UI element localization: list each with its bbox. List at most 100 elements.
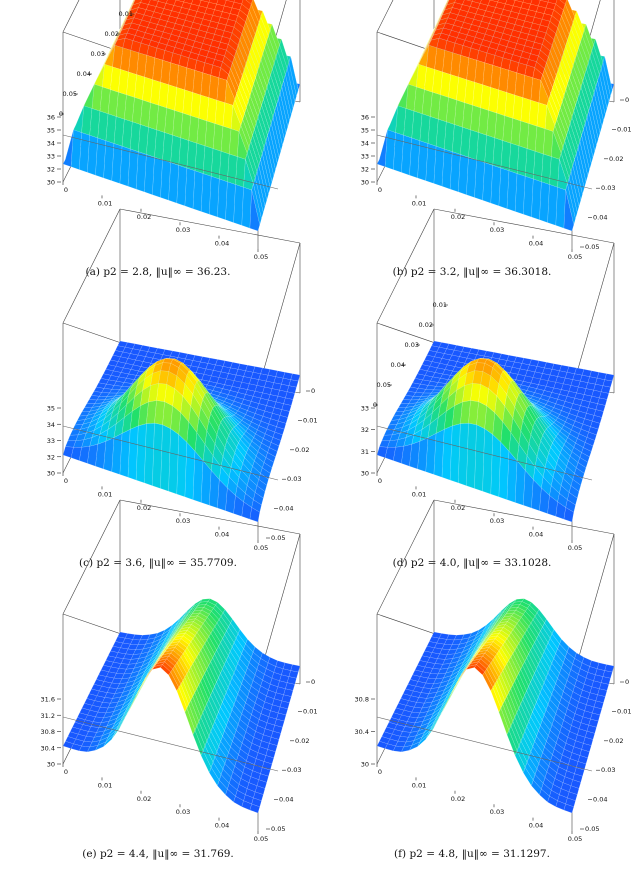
caption-c: (c) p2 = 3.6, ‖u‖∞ = 35.7709. — [8, 557, 308, 569]
front-tick-label: 0 — [64, 768, 68, 776]
side-tick-label: 0.02 — [419, 321, 433, 329]
side-tick-label: 0.04 — [279, 505, 293, 513]
z-tick-label: 32 — [361, 166, 369, 174]
z-tick-label: 30 — [361, 179, 369, 187]
z-tick-label: 30.8 — [41, 728, 55, 736]
side-tick-label: 0.03 — [287, 475, 301, 483]
front-tick-label: 0.03 — [490, 517, 504, 525]
front-tick-label: 0.04 — [215, 240, 229, 248]
side-tick-label: 0.05 — [271, 534, 285, 542]
front-tick-label: 0.01 — [412, 490, 426, 498]
front-tick-label: 0 — [64, 477, 68, 485]
front-tick-label: 0.05 — [568, 253, 582, 261]
front-tick-label: 0.03 — [176, 517, 190, 525]
front-tick-label: 0.05 — [568, 544, 582, 552]
z-tick-label: 30 — [361, 470, 369, 478]
z-tick-label: 33 — [47, 153, 55, 161]
front-tick-label: 0 — [378, 477, 382, 485]
z-tick-label: 36 — [361, 114, 369, 122]
front-tick-label: 0.03 — [490, 226, 504, 234]
front-tick-label: 0.01 — [412, 199, 426, 207]
front-tick-label: 0.02 — [137, 213, 151, 221]
surface-mesh — [377, 0, 614, 231]
z-tick-label: 33 — [47, 437, 55, 445]
surface-plot-f-canvas: 00.010.020.030.040.0530.830.43000.010.02… — [322, 588, 622, 846]
caption-a: (a) p2 = 2.8, ‖u‖∞ = 36.23. — [8, 266, 308, 278]
surface-plot-c-canvas: 00.010.020.030.040.05353433323000.010.02… — [8, 297, 308, 555]
z-tick-label: 34 — [361, 140, 369, 148]
front-tick-label: 0.05 — [254, 835, 268, 843]
surface-plot-e: 0 0.01 0.02 0.03 0.04 0.05 31.6 31.2 30.8 30.4 30 0… — [8, 588, 308, 873]
side-tick-label: 0.04 — [391, 361, 405, 369]
z-tick-label: 33 — [361, 405, 369, 413]
side-tick-label: 0.04 — [279, 796, 293, 804]
z-tick-label: 32 — [361, 426, 369, 434]
side-tick-label: 0.03 — [405, 341, 419, 349]
front-tick-label: 0.01 — [412, 781, 426, 789]
front-tick-label: 0.05 — [568, 835, 582, 843]
side-tick-label: 0.03 — [287, 766, 301, 774]
side-tick-label: 0.01 — [617, 125, 631, 133]
side-tick-label: 0 — [625, 678, 629, 686]
front-tick-label: 0.04 — [215, 822, 229, 830]
front-tick-label: 0.03 — [490, 808, 504, 816]
side-tick-label: 0 — [373, 401, 377, 409]
z-tick-label: 31.2 — [41, 712, 55, 720]
z-tick-label: 31.6 — [41, 696, 55, 704]
side-tick-label: 0.03 — [91, 50, 105, 58]
front-tick-label: 0.03 — [176, 808, 190, 816]
z-tick-label: 30 — [47, 470, 55, 478]
side-tick-label: 0.02 — [295, 446, 309, 454]
front-tick-label: 0.01 — [98, 781, 112, 789]
front-tick-label: 0.04 — [529, 240, 543, 248]
side-tick-label: 0.02 — [295, 737, 309, 745]
side-tick-label: 0.05 — [271, 825, 285, 833]
front-tick-label: 0.04 — [529, 822, 543, 830]
z-tick-label: 30 — [47, 761, 55, 769]
z-tick-label: 30.4 — [41, 744, 55, 752]
front-tick-label: 0.05 — [254, 544, 268, 552]
z-axis: 30.830.430 — [355, 696, 375, 769]
front-tick-label: 0.02 — [451, 504, 465, 512]
surface-plot-a-canvas: 00.010.020.030.040.053635343332300.010.0… — [8, 6, 308, 264]
z-tick-label: 30 — [47, 179, 55, 187]
front-tick-label: 0.03 — [176, 226, 190, 234]
surface-plot-d-canvas: 00.010.020.030.040.05333231300.010.020.0… — [322, 297, 622, 555]
front-tick-label: 0.02 — [451, 795, 465, 803]
side-tick-label: 0.01 — [119, 10, 133, 18]
z-tick-label: 30.4 — [355, 728, 369, 736]
side-tick-label: 0.04 — [77, 70, 91, 78]
side-tick-label: 0 — [59, 110, 63, 118]
front-tick-label: 0.04 — [215, 531, 229, 539]
side-tick-label: 0.02 — [609, 155, 623, 163]
front-tick-label: 0.05 — [254, 253, 268, 261]
side-tick-label: 0.03 — [601, 184, 615, 192]
z-tick-label: 33 — [361, 153, 369, 161]
z-tick-label: 32 — [47, 166, 55, 174]
side-tick-label: 0.05 — [377, 381, 391, 389]
z-tick-label: 32 — [47, 453, 55, 461]
side-tick-label: 0.05 — [585, 825, 599, 833]
z-tick-label: 36 — [47, 114, 55, 122]
front-tick-label: 0.01 — [98, 490, 112, 498]
surface-plot-b-canvas: 00.010.020.030.040.0536353433323000.010.… — [322, 6, 622, 264]
front-tick-label: 0.04 — [529, 531, 543, 539]
side-tick-label: 0.03 — [601, 766, 615, 774]
z-tick-label: 30.8 — [355, 696, 369, 704]
z-tick-label: 35 — [47, 405, 55, 413]
side-tick-label: 0.05 — [63, 90, 77, 98]
side-tick-label: 0 — [311, 387, 315, 395]
front-tick-label: 0.01 — [98, 199, 112, 207]
z-tick-label: 34 — [47, 421, 55, 429]
side-tick-label: 0.02 — [609, 737, 623, 745]
z-tick-label: 35 — [47, 127, 55, 135]
side-tick-label: 0.01 — [617, 707, 631, 715]
side-tick-label: 0.02 — [105, 30, 119, 38]
